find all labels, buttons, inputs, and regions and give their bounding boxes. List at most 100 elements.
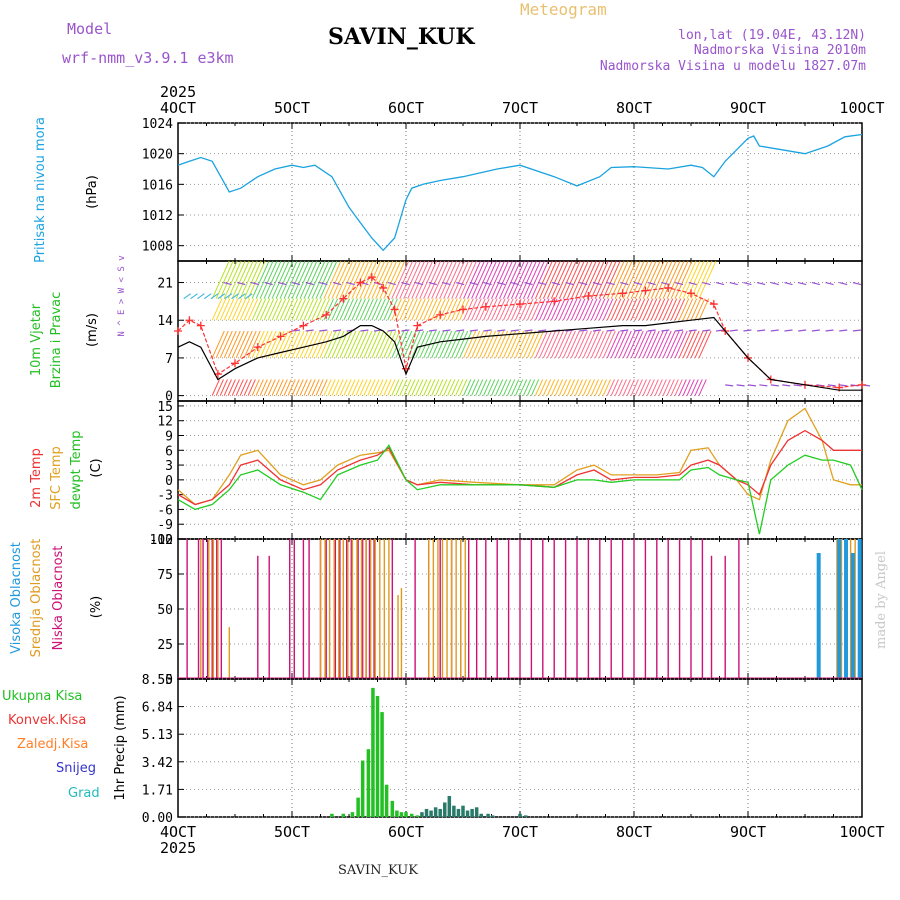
wind-arrow-12 [428,329,437,332]
wind-hatch-line [582,298,594,321]
wind-hatch-line [630,260,649,299]
wind-hatch-line [439,379,448,396]
cloud-bar-srednja [383,539,386,679]
cloud-bar-niska [468,539,470,679]
wind-hatch-line [383,298,394,321]
wind-hatch-line [331,379,340,396]
cloud-bar-niska [485,539,487,679]
cloud-bar-niska [308,539,310,679]
wind-arrow-2 [793,384,802,387]
wind-hatch-line [415,298,426,321]
wind-hatch-line [598,260,617,299]
wind-hatch-line [558,260,577,299]
wind-arrow-21 [223,281,232,286]
cloud-bar-niska [530,539,533,679]
cloud-bar-srednja [319,539,322,679]
wind-hatch-line [403,379,412,396]
wind-hatch-line [479,260,497,299]
wind-hatch-line [331,260,350,299]
wind-arrow-12 [770,329,779,332]
cloud-bar-niska [361,539,364,679]
wind-hatch-line [650,260,669,299]
wind-hatch-line [379,260,398,299]
wind-hatch-line [503,260,521,299]
cloud-bar-srednja [854,539,856,679]
wind-hatch-line [295,379,304,396]
wind-hatch-line [375,260,394,299]
gust-marker [322,310,331,319]
wind-hatch-line [562,379,572,396]
wind-hatch-line [383,379,392,396]
wind-hatch-line [439,298,450,321]
gust-marker [664,283,673,292]
precip-bar-total [404,812,408,817]
wind-arrow-12 [387,329,396,332]
wind-hatch-line [383,330,397,359]
gust-marker [618,289,627,298]
cloud-bar-niska [414,539,416,679]
wind-hatch-line [670,379,679,396]
cloud-bar-srednja [400,588,403,679]
y-tick-label: 3.42 [142,756,173,771]
wind-hatch-line [447,260,466,299]
wind-hatch-line [487,260,505,299]
wind-arrow-21 [428,281,437,286]
wind-hatch-line [646,298,658,321]
cloud-bar-srednja [228,627,230,679]
wind-arrow-2 [827,384,836,387]
wind-hatch-line [375,379,384,396]
wind-arrow-12 [332,329,342,332]
wind-arrow-21 [743,281,752,286]
y-tick-label: 6.84 [142,701,173,716]
time-tick-bottom-label: 4OCT [160,823,196,841]
wind-hatch-line [279,260,298,299]
y-tick-label: 50 [157,603,173,618]
wind-arrow-21 [839,281,848,286]
wind-hatch-line [451,260,470,299]
wind-hatch-line [678,298,690,321]
wind-hatch-line [419,298,430,321]
wind-hatch-line [634,330,648,359]
cloud-bar-srednja [849,539,852,679]
wind-hatch-line [299,379,308,396]
time-tick-bottom-label: 10OCT [839,823,884,841]
wind-hatch-line [622,298,634,321]
cloud-bar-niska [334,539,337,679]
wind-hatch-line [227,298,239,321]
wind-hatch-line [363,298,374,321]
wind-hatch-line [606,330,620,359]
wind-hatch-line [239,379,248,396]
wind-hatch-line [415,379,424,396]
wind-hatch-line [435,379,444,396]
panel-pressure: 1008 1012 1016 1020 1024 [142,117,863,262]
wind-hatch-line [634,298,646,321]
precip-bar-total [366,749,371,817]
cloud-bar-srednja [369,539,372,679]
wind-arrow-21 [387,281,396,286]
gust-marker [858,380,866,389]
wind-hatch-line [471,379,480,396]
wind-hatch-line [359,330,373,359]
wind-hatch-line [638,330,652,359]
wind-hatch-line [319,330,333,359]
wind-hatch-line [662,298,674,321]
wind-hatch-line [538,260,557,299]
wind-hatch-line [231,330,245,359]
wind-hatch-line [518,298,530,321]
precip-bar-hail [438,808,442,817]
wind-hatch-line [395,379,404,396]
wind-hatch-line [211,330,225,359]
wind-hatch-line [487,379,496,396]
wind-arrow-12 [688,329,697,332]
wind-hatch-line [403,330,417,359]
wind-hatch-line [514,330,529,359]
cloud-bar-niska [610,539,612,679]
wind-hatch-line [690,379,699,396]
wind-arrow-12 [483,329,492,332]
wind-hatch-line [219,298,231,321]
wind-hatch-line [255,330,269,359]
wind-hatch-line [375,298,386,321]
precip-bar-total [395,810,399,817]
wind-hatch-line [634,260,653,299]
wind-hatch-line [315,379,324,396]
